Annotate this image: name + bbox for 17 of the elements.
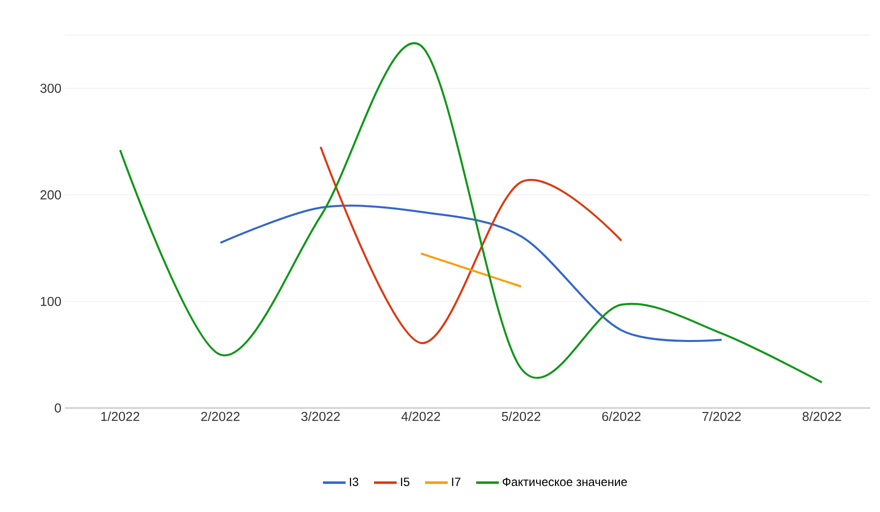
- x-tick-label: 8/2022: [802, 412, 842, 422]
- x-tick-label: 3/2022: [301, 412, 340, 422]
- x-tick-label: 6/2022: [602, 412, 641, 422]
- x-tick-label: 7/2022: [702, 412, 741, 422]
- x-tick-label: 1/2022: [101, 412, 140, 422]
- legend-label: I7: [452, 478, 460, 486]
- x-tick-label: 2/2022: [201, 412, 240, 422]
- legend-label: I3: [350, 478, 358, 486]
- line-series: [320, 146, 622, 344]
- y-tick-label: 100: [40, 296, 61, 306]
- x-tick-label: 5/2022: [502, 412, 540, 422]
- y-tick-label: 200: [40, 190, 61, 200]
- y-tick-label: 300: [40, 84, 61, 93]
- x-tick-label: 4/2022: [401, 412, 440, 422]
- legend-label: Фактическое значение: [502, 478, 627, 486]
- y-tick-label: 0: [54, 403, 61, 413]
- legend-label: I5: [401, 478, 410, 486]
